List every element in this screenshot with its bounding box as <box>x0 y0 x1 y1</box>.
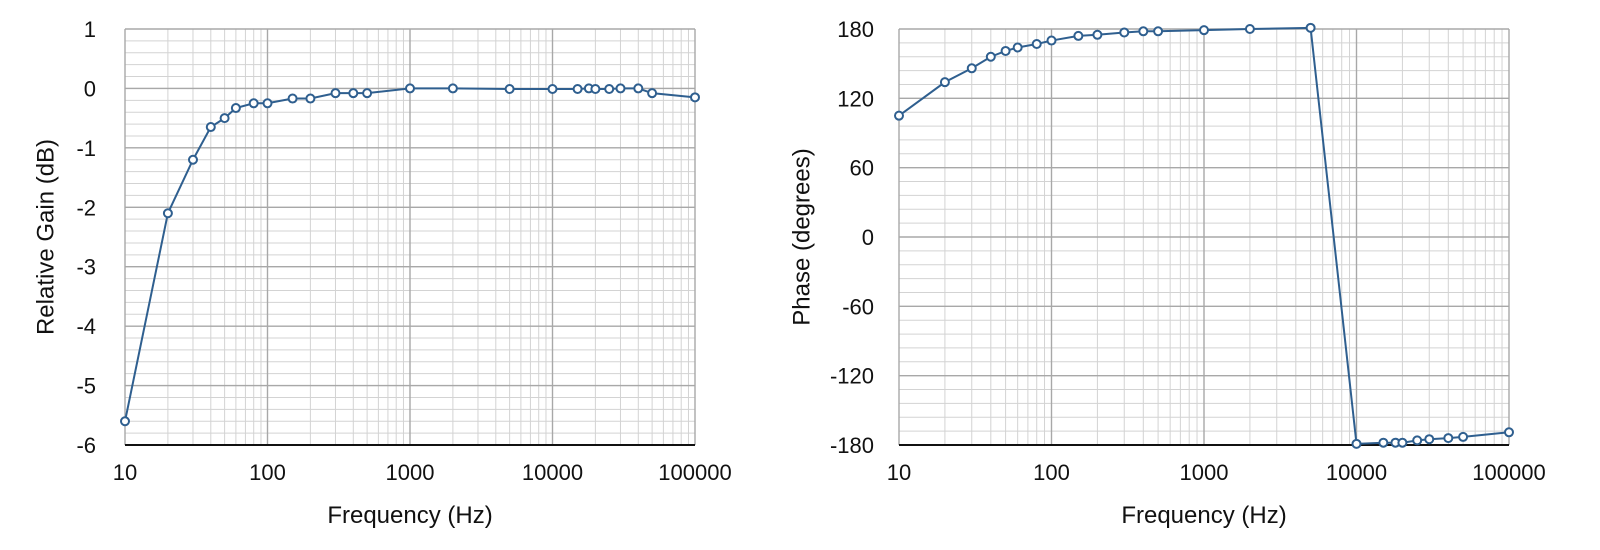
gain-data-point <box>633 83 644 94</box>
phase-y-tick-label: 60 <box>850 156 874 181</box>
phase-data-point <box>1305 22 1316 33</box>
gain-data-point <box>647 88 658 99</box>
gain-x-tick-label: 10 <box>113 460 137 485</box>
gain-y-tick-label: 1 <box>84 17 96 42</box>
phase-data-point <box>1012 42 1023 53</box>
gain-data-point <box>262 98 273 109</box>
gain-data-point <box>615 83 626 94</box>
gain-y-tick-label: -3 <box>76 255 96 280</box>
phase-y-axis-title: Phase (degrees) <box>790 148 815 325</box>
gain-data-point <box>348 88 359 99</box>
phase-markers <box>894 22 1514 449</box>
phase-y-tick-label: -120 <box>830 364 874 389</box>
gain-data-point <box>248 98 259 109</box>
gain-data-point <box>120 416 130 427</box>
phase-data-point <box>939 77 950 88</box>
gain-data-point <box>362 88 373 99</box>
gain-data-point <box>405 83 415 94</box>
phase-chart: 10 100 1000 10000 100000 180 120 60 0 -60 -120 -180… <box>790 17 1546 529</box>
phase-data-point <box>1153 26 1164 37</box>
phase-y-tick-label: 180 <box>837 17 874 42</box>
phase-x-tick-labels: 10 100 1000 10000 100000 <box>887 460 1546 485</box>
phase-x-tick-label: 100 <box>1033 460 1070 485</box>
phase-x-tick-label: 1000 <box>1180 460 1229 485</box>
gain-y-tick-labels: 1 0 -1 -2 -3 -4 -5 -6 <box>76 17 96 458</box>
gain-data-point <box>162 208 173 219</box>
phase-data-point <box>1046 35 1057 46</box>
gain-data-point <box>287 93 298 104</box>
phase-y-tick-labels: 180 120 60 0 -60 -120 -180 <box>830 17 874 458</box>
phase-data-point <box>1424 434 1435 445</box>
gain-data-point <box>604 84 615 95</box>
phase-data-point <box>1443 433 1454 444</box>
gain-y-axis-title: Relative Gain (dB) <box>32 139 59 335</box>
phase-data-point <box>1000 45 1011 56</box>
phase-data-point <box>1458 431 1469 442</box>
phase-x-tick-label: 10000 <box>1326 460 1387 485</box>
gain-data-point <box>230 103 241 114</box>
gain-data-point <box>205 122 216 133</box>
phase-y-tick-label: 120 <box>837 86 874 111</box>
gain-x-tick-labels: 10 100 1000 10000 100000 <box>113 460 732 485</box>
phase-y-tick-label: -60 <box>842 294 874 319</box>
phase-data-point <box>1378 437 1389 448</box>
gain-y-tick-label: -6 <box>76 433 96 458</box>
gain-x-tick-label: 100 <box>249 460 286 485</box>
gain-data-point <box>547 84 558 95</box>
phase-data-point <box>1504 427 1514 438</box>
gain-markers <box>120 83 700 427</box>
gain-data-point <box>330 88 341 99</box>
gain-data-point <box>572 84 583 95</box>
phase-data-point <box>1351 438 1362 449</box>
gain-data-point <box>504 84 515 95</box>
gain-y-tick-label: 0 <box>84 76 96 101</box>
phase-data-point <box>1138 26 1149 37</box>
gain-x-tick-label: 10000 <box>522 460 583 485</box>
gain-y-tick-label: -1 <box>76 136 96 161</box>
phase-data-point <box>1397 437 1408 448</box>
gain-data-point <box>187 154 198 165</box>
gain-data-point <box>219 113 230 124</box>
phase-data-point <box>1073 30 1084 41</box>
phase-data-point <box>1092 29 1103 40</box>
gain-data-point <box>305 93 316 104</box>
gain-chart: 10 100 1000 10000 10000010-1-2-3-4-5-6Freque… <box>32 17 732 529</box>
phase-x-tick-label: 10 <box>887 460 911 485</box>
phase-y-tick-label: 0 <box>862 225 874 250</box>
phase-data-point <box>1412 435 1423 446</box>
gain-x-tick-label: 1000 <box>386 460 435 485</box>
phase-data-point <box>1119 27 1130 38</box>
phase-data-point <box>1031 39 1042 50</box>
gain-x-axis-title: Frequency (Hz) <box>327 502 492 529</box>
gain-data-point <box>447 83 458 94</box>
gain-data-point <box>690 92 700 103</box>
phase-x-tick-label: 100000 <box>1472 460 1545 485</box>
gain-y-tick-label: -2 <box>76 195 96 220</box>
phase-data-point <box>1199 25 1209 36</box>
phase-data-point <box>1244 24 1255 34</box>
phase-grid <box>898 28 1510 446</box>
gain-x-tick-label: 100000 <box>658 460 731 485</box>
phase-data-point <box>966 63 977 74</box>
phase-data-point <box>985 51 996 62</box>
phase-x-axis-title: Frequency (Hz) <box>1121 502 1286 529</box>
gain-y-tick-label: -4 <box>76 314 96 339</box>
phase-y-tick-label: -180 <box>830 433 874 458</box>
phase-data-point <box>894 110 904 121</box>
gain-data-point <box>590 84 601 95</box>
gain-y-tick-label: -5 <box>76 374 96 399</box>
